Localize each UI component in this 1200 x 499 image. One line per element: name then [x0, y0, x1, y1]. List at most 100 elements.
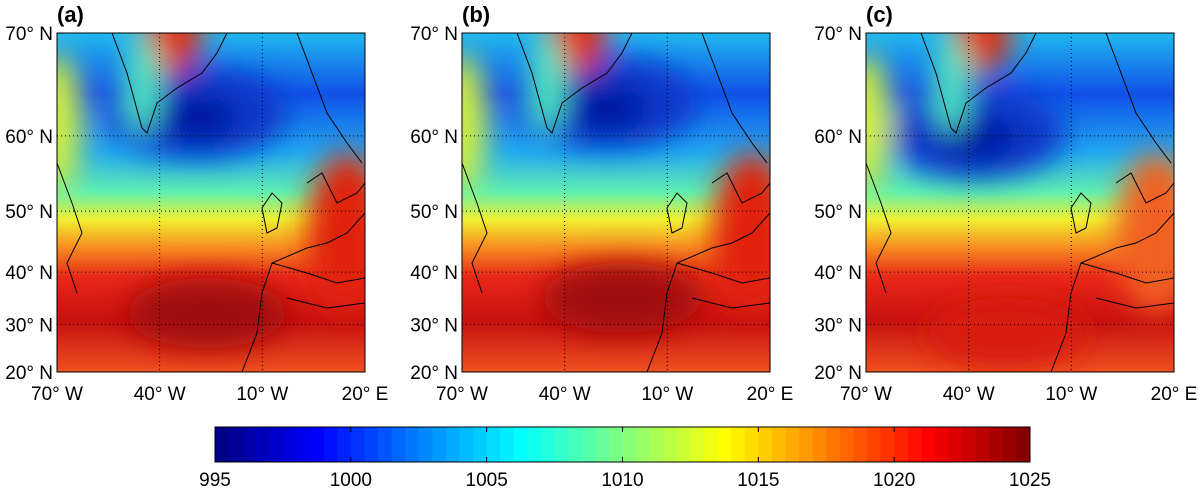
- field-blobs: [866, 33, 1174, 368]
- colorbar-step: [731, 427, 746, 462]
- colorbar-step: [269, 427, 284, 462]
- lon-tick-label: 70° W: [31, 384, 83, 405]
- greenland: [933, 33, 969, 133]
- coastline: [261, 192, 283, 234]
- pressure-field: [57, 33, 365, 372]
- colorbar-step: [812, 427, 827, 462]
- colorbar-step: [296, 427, 311, 462]
- lat-tick-label: 70° N: [814, 24, 862, 45]
- colorbar-step: [527, 427, 542, 462]
- lon-tick-label: 40° W: [539, 384, 591, 405]
- coastline: [666, 192, 688, 234]
- colorbar-step: [894, 427, 909, 462]
- colorbar-step: [581, 427, 596, 462]
- colorbar-step: [853, 427, 868, 462]
- coastline: [1105, 33, 1174, 204]
- lon-tick-label: 20° E: [342, 384, 389, 405]
- colorbar-step: [663, 427, 678, 462]
- map-panel: 70° N 60° N 50° N 40° N 30° N 20° N70° W 40° W…: [814, 2, 1197, 405]
- lat-tick-label: 20° N: [5, 363, 53, 384]
- east: [307, 153, 365, 313]
- low-core: [567, 86, 647, 130]
- colorbar-step: [771, 427, 786, 462]
- colorbar-step: [934, 427, 949, 462]
- colorbar-step: [907, 427, 922, 462]
- colorbar-step: [541, 427, 556, 462]
- pressure-field: [866, 33, 1174, 372]
- colorbar-step: [486, 427, 501, 462]
- colorbar-step: [704, 427, 719, 462]
- lon-tick-label: 20° E: [747, 384, 794, 405]
- lat-tick-label: 70° N: [410, 24, 458, 45]
- colorbar-step: [717, 427, 732, 462]
- greenland: [124, 33, 160, 133]
- colorbar-step: [785, 427, 800, 462]
- colorbar-step: [378, 427, 393, 462]
- coastline: [920, 33, 1037, 134]
- lon-tick-label: 40° W: [943, 384, 995, 405]
- colorbar-step: [445, 427, 460, 462]
- colorbar-step: [799, 427, 814, 462]
- lat-tick-label: 30° N: [410, 316, 458, 337]
- frame: [56, 32, 366, 373]
- panel-label: (c): [866, 2, 893, 27]
- colorbar-tick-label: 1000: [330, 470, 372, 491]
- colorbar-step: [622, 427, 637, 462]
- colorbar-step: [513, 427, 528, 462]
- lat-tick-label: 60° N: [5, 127, 53, 148]
- coastline: [271, 262, 365, 309]
- colorbar-step: [350, 427, 365, 462]
- colorbar-step: [323, 427, 338, 462]
- colorbar-step: [595, 427, 610, 462]
- colorbar-step: [867, 427, 882, 462]
- high: [542, 263, 702, 333]
- colorbar-step: [364, 427, 379, 462]
- map-panel: 70° N 60° N 50° N 40° N 30° N 20° N70° W 40° W…: [410, 2, 794, 405]
- colorbar-step: [215, 427, 230, 462]
- colorbar-step: [391, 427, 406, 462]
- colorbar-step: [418, 427, 433, 462]
- colorbar-tick-label: 1025: [1009, 470, 1051, 491]
- colorbar-step: [975, 427, 990, 462]
- coastline: [646, 212, 770, 372]
- coastline: [701, 33, 770, 204]
- coastline: [1050, 212, 1174, 372]
- colorbar-step: [337, 427, 352, 462]
- west: [462, 53, 487, 193]
- panel-label: (a): [57, 2, 84, 27]
- coastline: [516, 33, 633, 134]
- field-blobs: [462, 33, 770, 333]
- lat-tick-label: 40° N: [814, 263, 862, 284]
- lat-tick-label: 60° N: [814, 127, 862, 148]
- coastline: [296, 33, 365, 204]
- colorbar-step: [255, 427, 270, 462]
- colorbar-step: [880, 427, 895, 462]
- colorbar-step: [554, 427, 569, 462]
- colorbar-step: [676, 427, 691, 462]
- greenland: [529, 33, 565, 133]
- colorbar-step: [758, 427, 773, 462]
- colorbar-step: [921, 427, 936, 462]
- coastline: [111, 33, 228, 134]
- lat-tick-label: 40° N: [410, 263, 458, 284]
- colorbar-tick-label: 1015: [737, 470, 779, 491]
- high: [127, 278, 287, 348]
- east: [712, 153, 770, 313]
- colorbar-tick-label: 1020: [873, 470, 915, 491]
- coastline: [1070, 192, 1092, 234]
- colorbar-step: [948, 427, 963, 462]
- colorbar-tick-label: 1005: [466, 470, 508, 491]
- lon-tick-label: 10° W: [236, 384, 288, 405]
- colorbar-step: [839, 427, 854, 462]
- frame: [461, 32, 771, 373]
- coastline: [241, 212, 365, 372]
- colorbar-step: [608, 427, 623, 462]
- colorbar-tick-label: 995: [199, 470, 231, 491]
- colorbar-step: [242, 427, 257, 462]
- colorbar-step: [405, 427, 420, 462]
- colorbar-step: [690, 427, 705, 462]
- lon-tick-label: 70° W: [840, 384, 892, 405]
- colorbar-step: [636, 427, 651, 462]
- colorbar-step: [962, 427, 977, 462]
